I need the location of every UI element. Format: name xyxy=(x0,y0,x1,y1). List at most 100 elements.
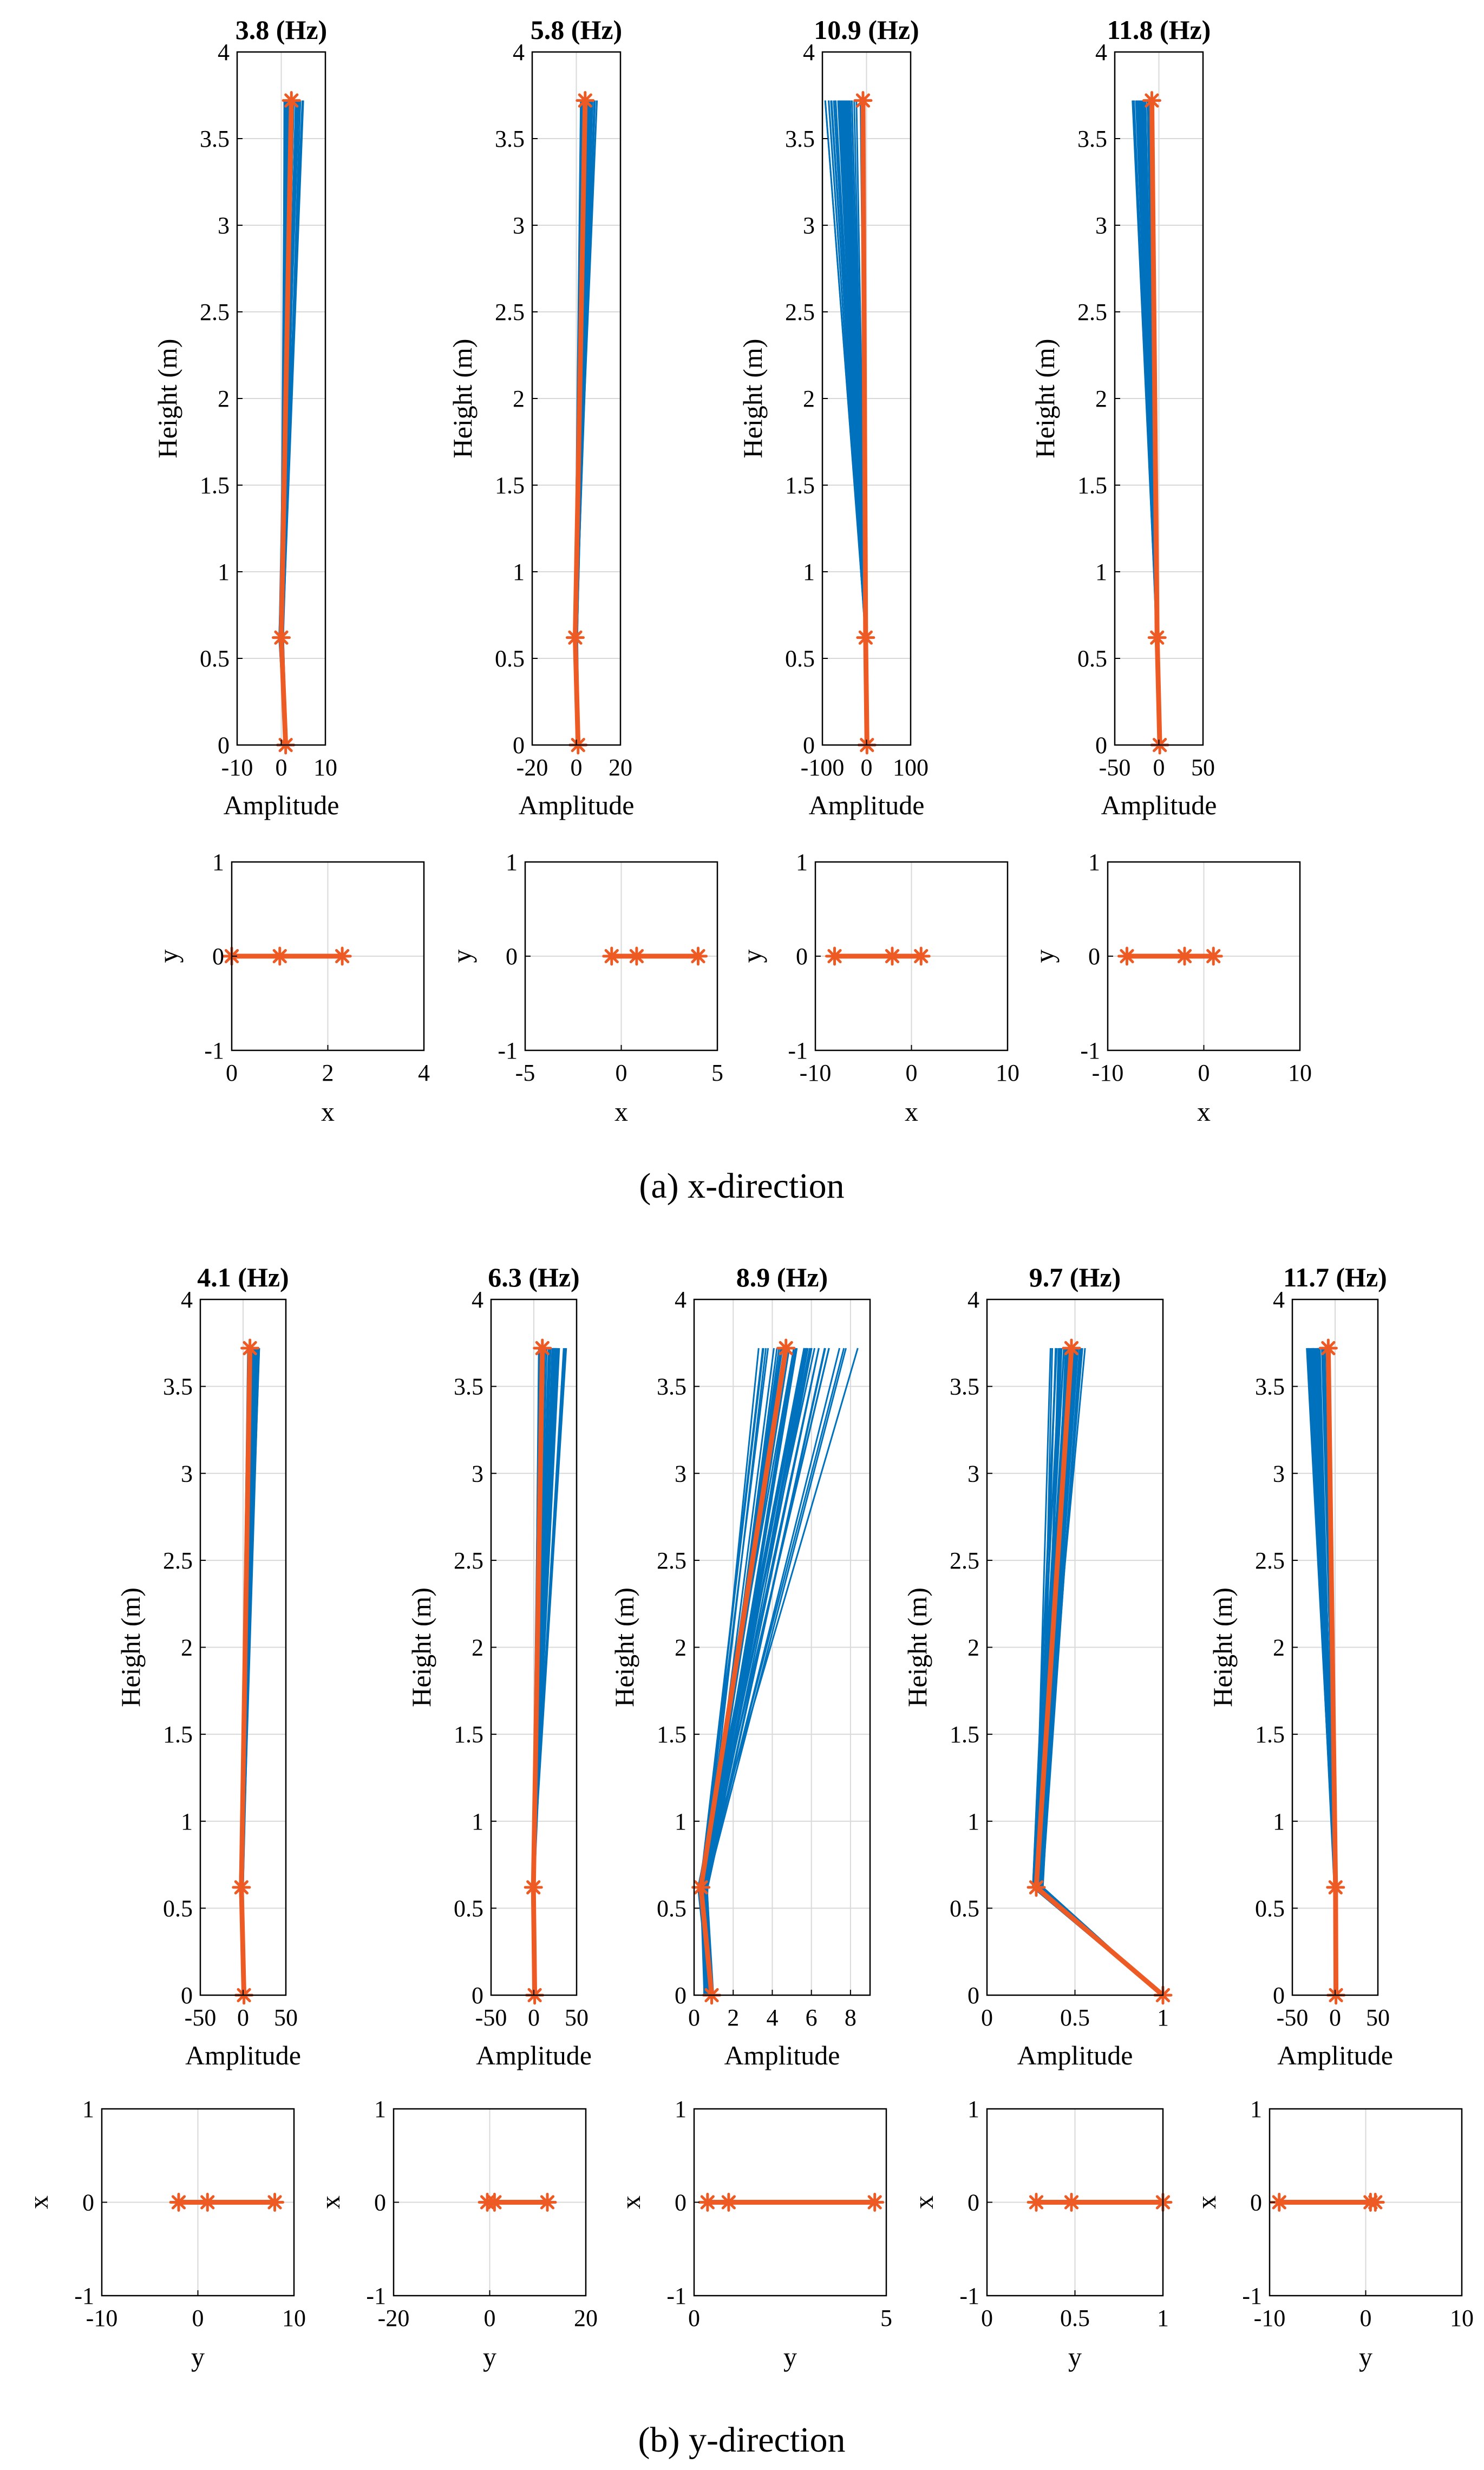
y-tick-label: 0.5 xyxy=(785,645,815,672)
y-tick-label: 3 xyxy=(675,1460,687,1487)
plan-mode-marker xyxy=(1204,946,1223,966)
plan-view-a-2: -1 0 1 -5 0 5 x y xyxy=(447,849,723,1127)
y-tick-label: 3 xyxy=(967,1460,979,1487)
mode-shape-marker-arm xyxy=(243,1341,257,1356)
plan-x-tick-label: 0 xyxy=(226,1060,238,1086)
x-tick-label: -10 xyxy=(221,754,253,781)
mode-shape-marker xyxy=(853,91,873,110)
x-tick-label: 0 xyxy=(981,2004,993,2031)
y-tick-label: 0.5 xyxy=(495,645,525,672)
subplot-a-1: 00.511.522.533.54-10 0 103.8 (Hz)Amplitude… xyxy=(152,15,339,820)
x-axis-label: Amplitude xyxy=(185,2040,301,2070)
plan-mode-marker-arm xyxy=(1206,949,1221,964)
x-tick-label: 20 xyxy=(609,754,632,781)
plan-mode-marker-arm xyxy=(721,2195,736,2210)
x-tick-label: 0 xyxy=(571,754,583,781)
x-tick-label: 0 xyxy=(1153,754,1165,781)
plan-mode-marker-arm xyxy=(885,949,900,964)
plan-x-axis-label: y xyxy=(783,2342,797,2372)
mode-shape-marker xyxy=(776,1338,796,1358)
y-tick-label: 3.5 xyxy=(1255,1374,1285,1400)
plan-y-axis-label: x xyxy=(1191,2195,1221,2209)
mode-shape-marker xyxy=(272,628,291,648)
subplot-title: 10.9 (Hz) xyxy=(814,15,919,45)
y-tick-label: 2 xyxy=(1273,1635,1285,1661)
plan-x-axis-label: x xyxy=(614,1096,628,1127)
y-tick-label: 2.5 xyxy=(1255,1547,1285,1574)
plan-x-tick-label: 4 xyxy=(418,1060,430,1086)
plan-mode-marker xyxy=(689,946,708,966)
plan-y-tick-label: -1 xyxy=(366,2283,386,2309)
x-tick-label: -50 xyxy=(185,2004,217,2031)
plan-y-axis-label: x xyxy=(315,2195,345,2209)
plan-y-tick-label: 0 xyxy=(374,2190,386,2216)
plan-y-tick-label: -1 xyxy=(666,2283,687,2309)
x-axis-label: Amplitude xyxy=(724,2040,840,2070)
plan-mode-marker-arm xyxy=(1029,2195,1044,2210)
y-tick-label: 3 xyxy=(218,212,230,239)
plan-mode-marker xyxy=(865,2193,885,2212)
mode-shape-marker xyxy=(691,1878,711,1897)
plan-x-tick-label: 2 xyxy=(322,1060,334,1086)
plan-y-tick-label: -1 xyxy=(1080,1037,1100,1064)
plan-y-tick-label: 0 xyxy=(82,2190,94,2216)
plan-x-tick-label: 0 xyxy=(1360,2305,1372,2331)
plan-mode-marker xyxy=(198,2193,217,2212)
y-tick-label: 2 xyxy=(1095,385,1107,412)
plan-x-tick-label: 0 xyxy=(616,1060,627,1086)
plan-mode-marker-arm xyxy=(487,2195,502,2210)
x-axis-label: Amplitude xyxy=(476,2040,592,2070)
mode-shape-marker xyxy=(232,1878,251,1897)
plan-x-tick-label: 20 xyxy=(574,2305,598,2331)
y-tick-label: 2.5 xyxy=(1077,299,1107,325)
y-tick-label: 3.5 xyxy=(200,126,230,152)
y-tick-label: 1 xyxy=(1273,1808,1285,1835)
plan-x-axis-label: y xyxy=(1359,2342,1372,2372)
y-tick-label: 1.5 xyxy=(657,1721,687,1748)
y-tick-label: 1.5 xyxy=(495,472,525,499)
plan-y-tick-label: 1 xyxy=(374,2096,386,2122)
y-tick-label: 1 xyxy=(472,1808,483,1835)
plan-x-tick-label: 10 xyxy=(1450,2305,1474,2331)
mode-shape-marker xyxy=(282,91,301,110)
mode-shape-marker-arm xyxy=(1150,630,1165,645)
x-tick-label: 50 xyxy=(565,2004,589,2031)
plan-y-tick-label: 0 xyxy=(506,943,518,970)
y-tick-label: 0 xyxy=(472,1982,483,2009)
plan-mode-marker-arm xyxy=(1120,949,1134,964)
y-tick-label: 1 xyxy=(218,559,230,585)
y-tick-label: 0 xyxy=(803,732,815,759)
y-tick-label: 2 xyxy=(218,385,230,412)
y-tick-label: 3.5 xyxy=(950,1374,979,1400)
plan-y-axis-label: x xyxy=(616,2195,646,2209)
y-tick-label: 3.5 xyxy=(1077,126,1107,152)
plan-mode-marker xyxy=(538,2193,557,2212)
plan-y-tick-label: -1 xyxy=(498,1037,518,1064)
subplot-b-2: 00.511.522.533.54-50 0 506.3 (Hz)Amplitude… xyxy=(406,1262,592,2070)
x-tick-label: 50 xyxy=(1191,754,1215,781)
y-tick-label: 2.5 xyxy=(785,299,815,325)
y-tick-label: 4 xyxy=(472,1286,483,1313)
y-tick-label: 3 xyxy=(513,212,525,239)
plan-y-tick-label: 0 xyxy=(967,2190,979,2216)
y-tick-label: 2 xyxy=(803,385,815,412)
y-tick-label: 1 xyxy=(967,1808,979,1835)
mode-shape-marker xyxy=(533,1338,552,1358)
plan-x-tick-label: 10 xyxy=(282,2305,306,2331)
mode-shape-marker-arm xyxy=(1321,1341,1336,1356)
plan-x-axis-label: y xyxy=(1068,2342,1082,2372)
x-tick-label: 0 xyxy=(237,2004,249,2031)
plan-y-axis-label: y xyxy=(447,950,477,963)
plan-mode-marker xyxy=(169,2193,188,2212)
subplot-title: 11.7 (Hz) xyxy=(1283,1262,1387,1292)
mode-shape-marker-arm xyxy=(779,1341,793,1356)
y-tick-label: 3 xyxy=(1095,212,1107,239)
x-tick-label: -100 xyxy=(801,754,845,781)
y-tick-label: 0.5 xyxy=(200,645,230,672)
y-tick-label: 3.5 xyxy=(495,126,525,152)
plan-x-tick-label: 5 xyxy=(711,1060,723,1086)
